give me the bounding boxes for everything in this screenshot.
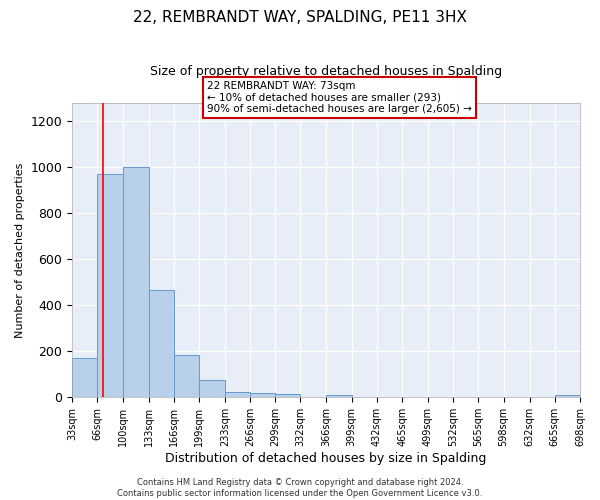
Bar — [326, 395, 352, 398]
Bar — [199, 380, 225, 398]
Bar — [97, 174, 124, 398]
Text: 22 REMBRANDT WAY: 73sqm
← 10% of detached houses are smaller (293)
90% of semi-d: 22 REMBRANDT WAY: 73sqm ← 10% of detache… — [208, 81, 472, 114]
Bar — [149, 290, 174, 398]
Bar — [124, 167, 149, 398]
Text: Contains HM Land Registry data © Crown copyright and database right 2024.
Contai: Contains HM Land Registry data © Crown c… — [118, 478, 482, 498]
Bar — [555, 395, 580, 398]
Bar — [275, 394, 301, 398]
Bar — [174, 355, 199, 398]
Text: 22, REMBRANDT WAY, SPALDING, PE11 3HX: 22, REMBRANDT WAY, SPALDING, PE11 3HX — [133, 10, 467, 25]
X-axis label: Distribution of detached houses by size in Spalding: Distribution of detached houses by size … — [166, 452, 487, 465]
Y-axis label: Number of detached properties: Number of detached properties — [15, 162, 25, 338]
Bar — [72, 358, 97, 398]
Bar — [225, 392, 250, 398]
Title: Size of property relative to detached houses in Spalding: Size of property relative to detached ho… — [150, 65, 502, 78]
Bar — [250, 392, 275, 398]
